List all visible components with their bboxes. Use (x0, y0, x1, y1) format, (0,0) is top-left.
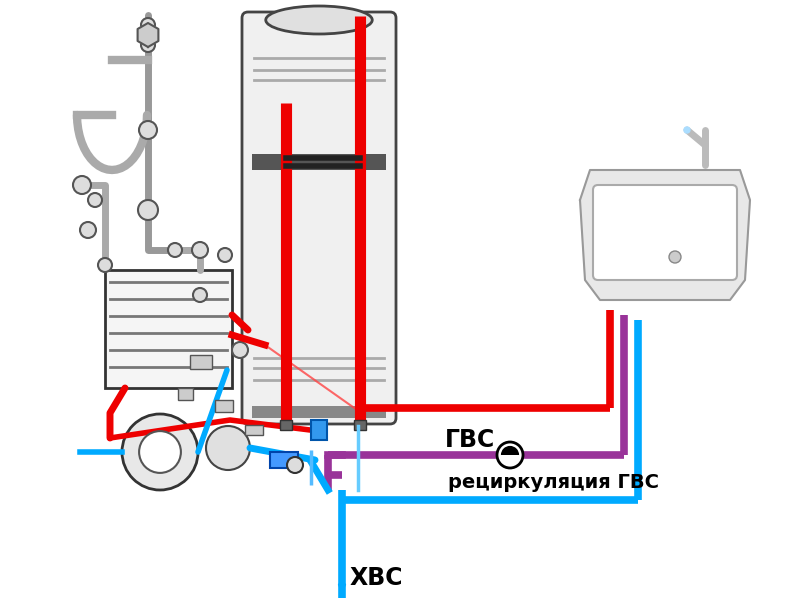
Bar (178, 388, 193, 400)
Bar (311, 420, 327, 440)
Circle shape (73, 176, 91, 194)
Circle shape (669, 251, 681, 263)
Circle shape (206, 426, 250, 470)
Circle shape (80, 222, 96, 238)
Ellipse shape (266, 6, 372, 34)
FancyBboxPatch shape (242, 12, 396, 424)
Bar (215, 400, 233, 412)
Circle shape (141, 18, 155, 32)
Bar (252, 406, 386, 418)
Circle shape (193, 288, 207, 302)
Circle shape (192, 242, 208, 258)
Circle shape (139, 431, 181, 473)
Circle shape (98, 258, 112, 272)
Circle shape (287, 457, 303, 473)
Bar (190, 355, 212, 369)
Wedge shape (501, 446, 519, 455)
Bar (252, 154, 386, 170)
Polygon shape (138, 23, 158, 47)
Bar (270, 452, 298, 468)
Bar (280, 420, 292, 430)
Bar (105, 270, 232, 388)
Bar (245, 425, 263, 435)
FancyBboxPatch shape (593, 185, 737, 280)
Circle shape (138, 200, 158, 220)
Circle shape (139, 121, 157, 139)
Circle shape (218, 248, 232, 262)
Text: рециркуляция ГВС: рециркуляция ГВС (448, 473, 659, 492)
Circle shape (168, 243, 182, 257)
Circle shape (497, 442, 523, 468)
Circle shape (88, 193, 102, 207)
Bar (354, 420, 366, 430)
Circle shape (232, 342, 248, 358)
Polygon shape (580, 170, 750, 300)
Circle shape (122, 414, 198, 490)
Circle shape (684, 127, 690, 133)
Circle shape (141, 38, 155, 52)
Text: ХВС: ХВС (350, 566, 403, 590)
Text: ГВС: ГВС (445, 428, 495, 452)
